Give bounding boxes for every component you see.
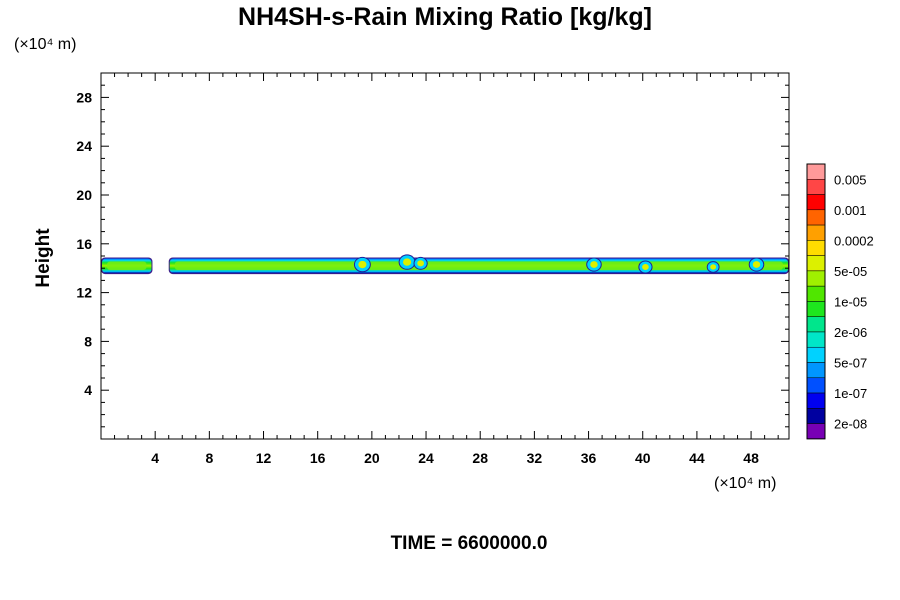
legend-swatch [806, 408, 826, 424]
y-tick-label: 8 [84, 333, 92, 349]
legend-swatch [806, 285, 826, 302]
chart-title: NH4SH-s-Rain Mixing Ratio [kg/kg] [238, 3, 652, 31]
x-tick-label: 8 [205, 450, 213, 466]
legend-swatch [806, 331, 826, 348]
mixing-ratio-field [101, 254, 789, 275]
legend-swatch [806, 179, 826, 195]
legend-swatch [806, 362, 826, 379]
band-bump-core [710, 264, 717, 270]
band-bump-core [642, 263, 649, 270]
y-tick-label: 24 [76, 138, 92, 154]
legend-label: 0.001 [834, 203, 867, 218]
x-axis: 4 8 12 16 20 24 28 32 36 40 44 48 [114, 73, 779, 466]
legend-swatch [806, 163, 826, 180]
legend-swatch [806, 346, 826, 363]
legend-swatch [806, 194, 826, 211]
legend-swatch [806, 377, 826, 394]
legend-swatch [806, 255, 826, 272]
x-tick-label: 40 [635, 450, 651, 466]
band-bump-core [417, 260, 424, 267]
x-tick-label: 4 [151, 450, 159, 466]
y-tick-label: 28 [76, 89, 92, 105]
legend-frame [806, 163, 826, 440]
band-bump-core [402, 258, 412, 266]
band-core [107, 261, 147, 271]
x-unit-label: (×10⁴ m) [714, 475, 776, 492]
x-tick-label: 48 [743, 450, 759, 466]
legend-swatch [806, 301, 826, 317]
color-legend: 0.005 0.001 0.0002 5e-05 1e-05 2e-06 5e-07 1e-0… [806, 163, 874, 440]
legend-label: 1e-07 [834, 386, 867, 401]
legend-swatch [806, 423, 826, 440]
time-label: TIME = 6600000.0 [391, 533, 548, 554]
y-tick-label: 4 [84, 382, 92, 398]
x-tick-label: 20 [364, 450, 380, 466]
legend-label: 0.0002 [834, 233, 874, 248]
band-bump-core [358, 260, 367, 269]
x-tick-label: 32 [527, 450, 543, 466]
y-tick-label: 16 [76, 236, 92, 252]
legend-swatch [806, 209, 826, 226]
x-tick-label: 12 [256, 450, 272, 466]
legend-label: 2e-06 [834, 325, 867, 340]
band-core [174, 261, 783, 271]
legend-swatch [806, 224, 826, 241]
legend-label: 2e-08 [834, 417, 867, 432]
y-axis-label: Height [33, 228, 54, 288]
x-tick-label: 44 [689, 450, 705, 466]
y-unit-label: (×10⁴ m) [14, 36, 76, 53]
band-bump-core [590, 261, 598, 268]
x-tick-label: 36 [581, 450, 597, 466]
plot-area [101, 254, 789, 275]
y-tick-label: 12 [76, 285, 92, 301]
plot-frame [100, 72, 790, 440]
y-axis: 4 8 12 16 20 24 28 [76, 84, 789, 428]
band-bump-core [752, 261, 761, 268]
legend-label: 5e-07 [834, 356, 867, 371]
y-tick-label: 20 [76, 187, 92, 203]
legend-swatch [806, 240, 826, 256]
x-tick-label: 28 [472, 450, 488, 466]
x-tick-label: 16 [310, 450, 326, 466]
x-tick-label: 24 [418, 450, 434, 466]
legend-label: 5e-05 [834, 264, 867, 279]
legend-label: 1e-05 [834, 294, 867, 309]
legend-label: 0.005 [834, 172, 867, 187]
legend-swatch [806, 316, 826, 333]
legend-swatch [806, 270, 826, 287]
legend-swatch [806, 392, 826, 409]
